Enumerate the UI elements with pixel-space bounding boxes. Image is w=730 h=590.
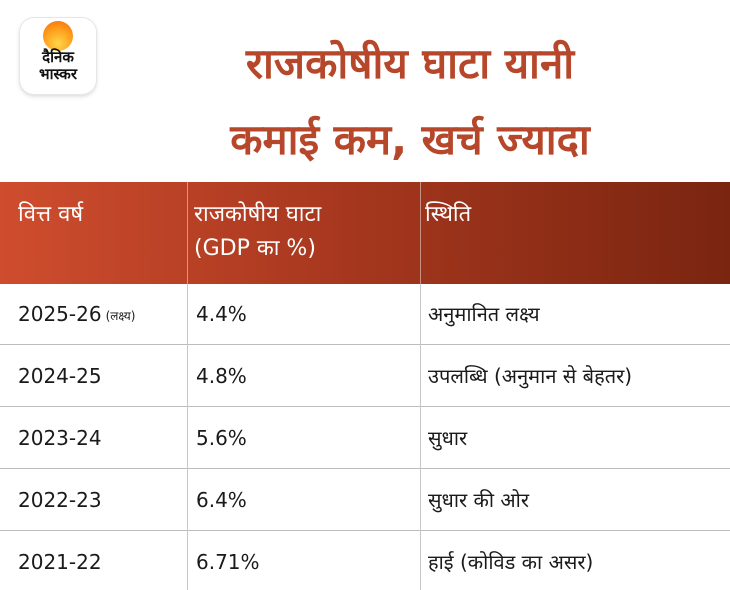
cell-deficit: 4.4% [196, 302, 247, 326]
cell-year: 2021-22 [18, 550, 102, 574]
cell-status: सुधार की ओर [428, 488, 530, 512]
year-value: 2025-26 [18, 302, 102, 326]
table-row: 2022-23 6.4% सुधार की ओर [0, 470, 730, 531]
cell-status: अनुमानित लक्ष्य [428, 302, 540, 326]
cell-year: 2024-25 [18, 364, 102, 388]
cell-deficit: 4.8% [196, 364, 247, 388]
cell-year: 2023-24 [18, 426, 102, 450]
page-title-line2: कमाई कम, खर्च ज्यादा [230, 115, 590, 164]
column-divider [187, 182, 188, 284]
cell-year: 2022-23 [18, 488, 102, 512]
column-divider [187, 284, 188, 590]
logo-text-line1: दैनिक [42, 48, 74, 66]
cell-deficit: 5.6% [196, 426, 247, 450]
table-row: 2021-22 6.71% हाई (कोविड का असर) [0, 532, 730, 590]
table-row: 2024-25 4.8% उपलब्धि (अनुमान से बेहतर) [0, 346, 730, 407]
cell-status: सुधार [428, 426, 468, 450]
sun-icon [43, 21, 73, 51]
cell-deficit: 6.71% [196, 550, 260, 574]
dainik-bhaskar-logo: दैनिक भास्कर [20, 18, 96, 94]
table-header: वित्त वर्ष राजकोषीय घाटा (GDP का %) स्थि… [0, 182, 730, 284]
cell-status: हाई (कोविड का असर) [428, 550, 594, 574]
cell-status: उपलब्धि (अनुमान से बेहतर) [428, 364, 633, 388]
table-row: 2025-26 (लक्ष्य) 4.4% अनुमानित लक्ष्य [0, 284, 730, 345]
year-note: (लक्ष्य) [105, 309, 136, 323]
column-divider [420, 284, 421, 590]
column-header-status: स्थिति [425, 202, 472, 227]
cell-deficit: 6.4% [196, 488, 247, 512]
logo-text-line2: भास्कर [39, 65, 77, 83]
column-header-deficit-line2: (GDP का %) [194, 236, 316, 261]
cell-year: 2025-26 (लक्ष्य) [18, 284, 135, 345]
column-header-deficit: राजकोषीय घाटा (GDP का %) [194, 182, 321, 284]
column-divider [420, 182, 421, 284]
page-title-line1: राजकोषीय घाटा यानी [245, 39, 575, 88]
column-header-year: वित्त वर्ष [18, 202, 84, 227]
column-header-deficit-line1: राजकोषीय घाटा [194, 202, 322, 227]
table-row: 2023-24 5.6% सुधार [0, 408, 730, 469]
